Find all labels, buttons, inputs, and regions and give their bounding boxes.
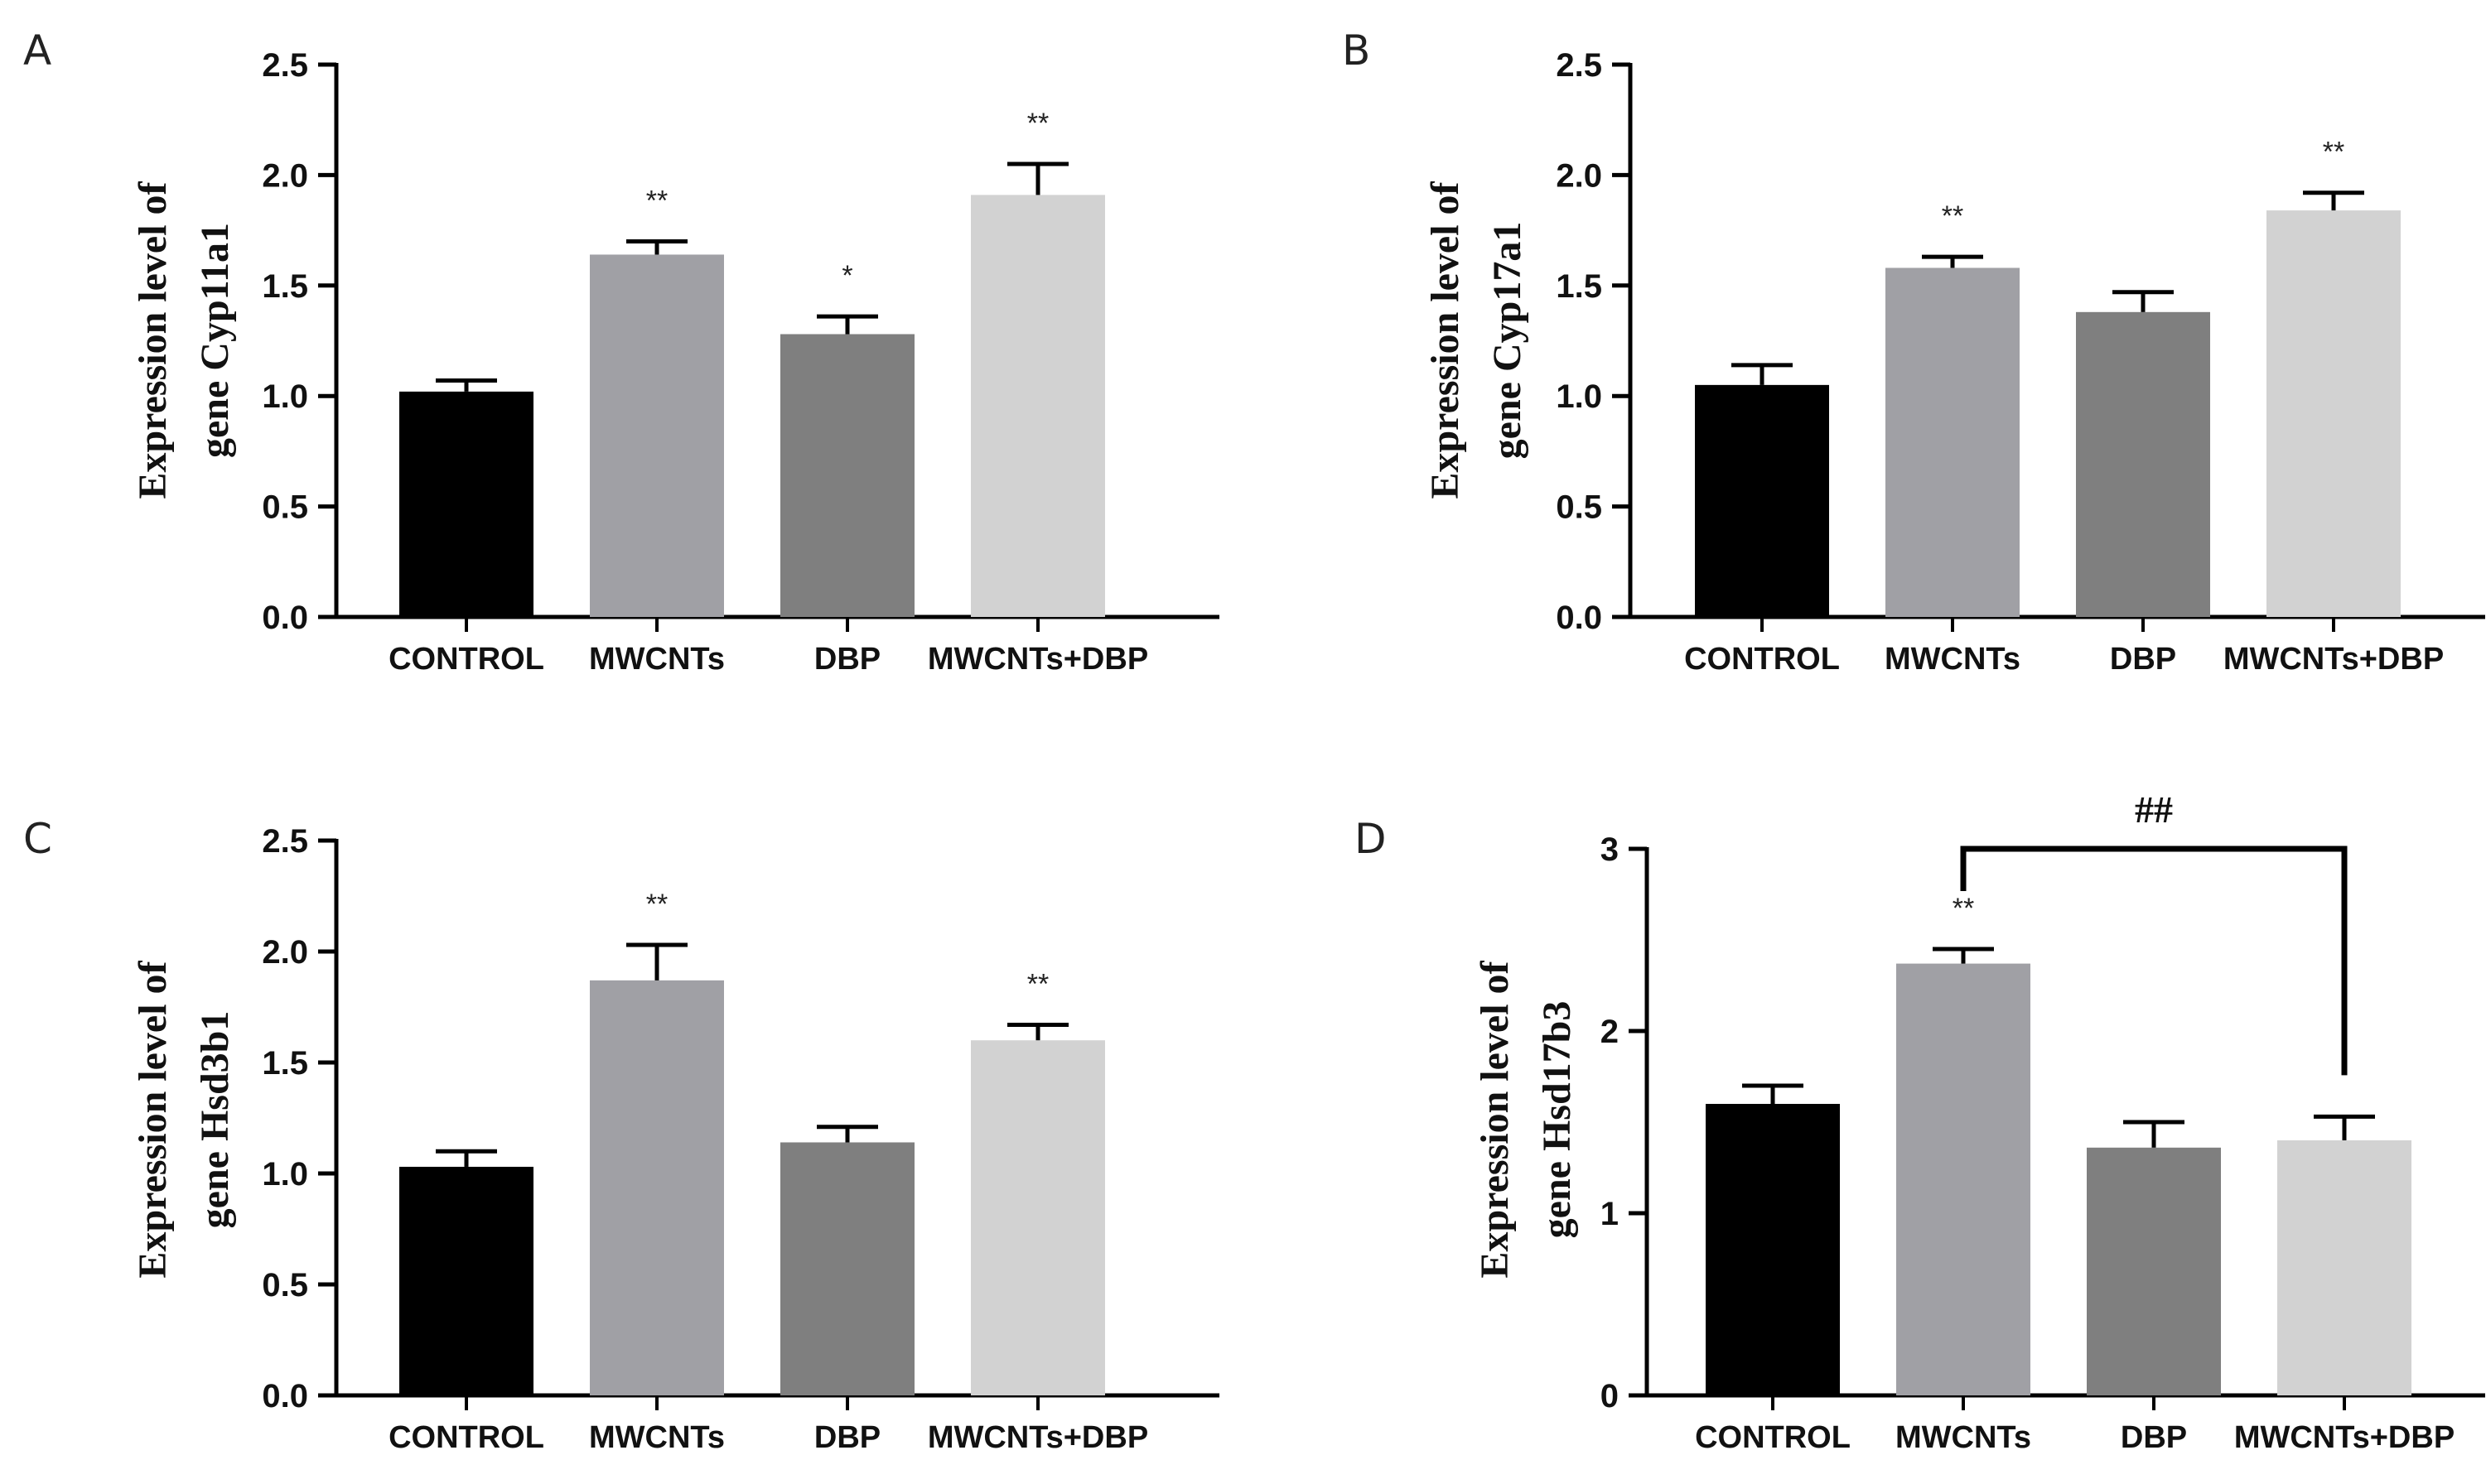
bar: [2266, 210, 2401, 617]
y-tick-label: 0.5: [1556, 489, 1602, 526]
significance-label: **: [646, 889, 668, 920]
y-axis-label-line2: gene Cyp11a1: [193, 223, 237, 458]
category-label: MWCNTs: [1895, 1420, 2031, 1455]
y-tick-label: 2.5: [1556, 47, 1602, 84]
bar: [2087, 1147, 2221, 1395]
y-axis-label-line2: gene Hsd3b1: [193, 1011, 237, 1229]
category-label: DBP: [814, 642, 881, 677]
y-tick-label: 2.5: [262, 47, 308, 84]
bar: [971, 195, 1105, 618]
bar: [590, 254, 724, 617]
bracket-label: ##: [2135, 788, 2173, 831]
category-label: MWCNTs: [589, 1420, 725, 1455]
category-label: MWCNTs+DBP: [928, 1420, 1148, 1455]
y-tick-label: 2.0: [262, 157, 308, 194]
y-tick-label: 0.0: [262, 600, 308, 636]
bar: [971, 1040, 1105, 1395]
category-label: DBP: [2121, 1420, 2187, 1455]
y-tick-label: 1: [1600, 1196, 1619, 1232]
bar: [399, 1166, 533, 1395]
significance-bracket: [1960, 846, 2348, 1076]
y-tick-label: 2.5: [262, 823, 308, 860]
bar: [1896, 963, 2030, 1395]
y-tick-label: 1.0: [1556, 378, 1602, 415]
bar: [1695, 384, 1829, 617]
y-tick-label: 0.0: [1556, 600, 1602, 636]
panel-letter: B: [1342, 26, 1370, 75]
category-label: CONTROL: [389, 642, 544, 677]
bar: [780, 334, 915, 617]
panel-b: B 0.0 0.5 1.0 1.5 2.0 2.5 Expression level of ge…: [1342, 26, 2485, 677]
y-axis-label-line1: Expression level of: [1423, 181, 1467, 499]
category-label: MWCNTs+DBP: [2234, 1420, 2455, 1455]
significance-label: **: [1942, 200, 1963, 232]
y-axis-label-line1: Expression level of: [131, 181, 175, 499]
y-tick-label: 1.0: [262, 378, 308, 415]
y-tick-label: 1.0: [262, 1156, 308, 1192]
y-axis-label-line1: Expression level of: [131, 960, 175, 1278]
panel-letter: D: [1354, 815, 1387, 863]
y-tick-label: 0.0: [262, 1378, 308, 1414]
category-label: DBP: [2110, 642, 2176, 677]
bar: [2076, 311, 2210, 617]
category-label: MWCNTs+DBP: [928, 642, 1148, 677]
y-tick-label: 0.5: [262, 1267, 308, 1303]
y-axis-label-line2: gene Hsd17b3: [1535, 1001, 1579, 1239]
bar: [590, 980, 724, 1395]
category-label: MWCNTs+DBP: [2223, 642, 2444, 677]
y-axis-label-line2: gene Cyp17a1: [1485, 222, 1529, 460]
category-label: MWCNTs: [589, 642, 725, 677]
y-tick-label: 2: [1600, 1014, 1619, 1050]
y-tick-label: 3: [1600, 831, 1619, 868]
bar: [1885, 267, 2020, 617]
significance-label: **: [1027, 968, 1049, 1000]
category-label: CONTROL: [1684, 642, 1840, 677]
y-tick-label: 2.0: [262, 934, 308, 971]
y-tick-label: 1.5: [1556, 268, 1602, 305]
category-label: CONTROL: [1695, 1420, 1851, 1455]
significance-label: **: [1027, 108, 1049, 139]
panel-letter: A: [23, 26, 51, 75]
significance-label: **: [1953, 893, 1974, 924]
significance-label: *: [842, 260, 852, 292]
y-axis-label-line1: Expression level of: [1473, 960, 1517, 1278]
y-tick-label: 0.5: [262, 489, 308, 526]
bar: [1706, 1104, 1840, 1395]
significance-label: **: [646, 185, 668, 216]
y-tick-label: 0: [1600, 1378, 1619, 1414]
significance-label: **: [2323, 137, 2344, 168]
bar: [399, 391, 533, 617]
y-tick-label: 1.5: [262, 1045, 308, 1082]
category-label: DBP: [814, 1420, 881, 1455]
panel-letter: C: [23, 815, 52, 863]
y-tick-label: 1.5: [262, 268, 308, 305]
bar: [780, 1142, 915, 1395]
panel-a: A 0.0 0.5 1.0 1.5 2.0 2.5 Expression level of ge…: [23, 26, 1219, 677]
panel-c: C 0.0 0.5 1.0 1.5 2.0 2.5 Expression level of ge…: [23, 815, 1219, 1455]
category-label: CONTROL: [389, 1420, 544, 1455]
y-tick-label: 2.0: [1556, 157, 1602, 194]
panel-d: D 0 1 2 3 Expression level of gene Hsd17b3 CONT…: [1354, 788, 2485, 1455]
bar: [2277, 1140, 2411, 1395]
category-label: MWCNTs: [1885, 642, 2020, 677]
